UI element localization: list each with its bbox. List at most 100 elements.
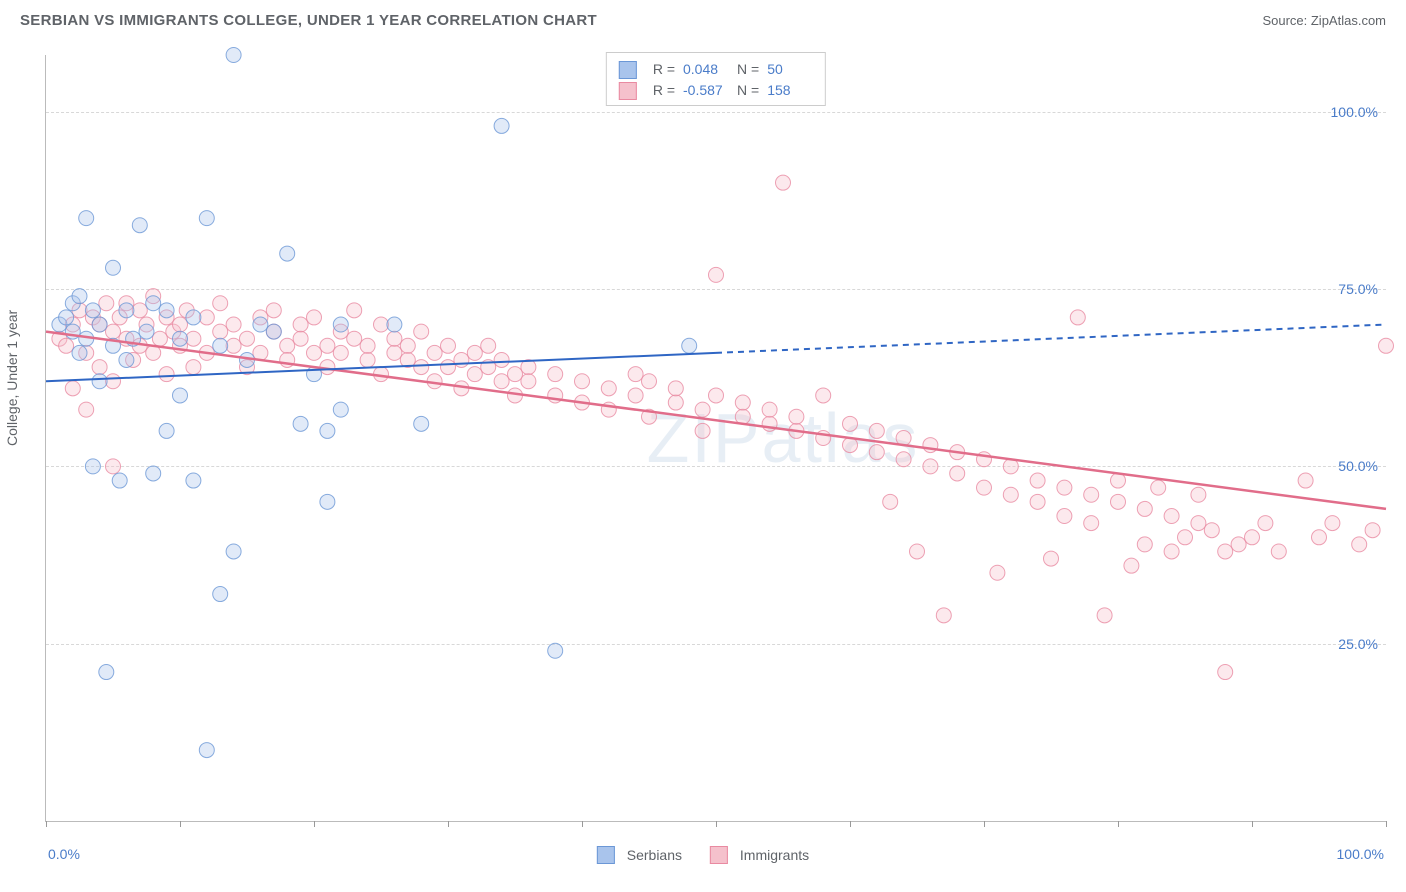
data-point [146, 296, 161, 311]
data-point [112, 473, 127, 488]
data-point [467, 345, 482, 360]
data-point [1030, 494, 1045, 509]
correlation-legend: R = 0.048 N = 50 R = -0.587 N = 158 [606, 52, 826, 106]
legend-row-serbian: R = 0.048 N = 50 [619, 59, 813, 80]
chart-area: ZIPatlas R = 0.048 N = 50 R = -0.587 N =… [45, 55, 1386, 822]
data-point [990, 565, 1005, 580]
data-point [99, 296, 114, 311]
data-point [1164, 544, 1179, 559]
data-point [213, 296, 228, 311]
data-point [293, 331, 308, 346]
data-point [132, 218, 147, 233]
data-point [199, 743, 214, 758]
data-point [92, 317, 107, 332]
swatch-immigrants-icon [710, 846, 728, 864]
data-point [186, 331, 201, 346]
data-point [186, 360, 201, 375]
data-point [1245, 530, 1260, 545]
source-label: Source: ZipAtlas.com [1262, 13, 1386, 28]
data-point [682, 338, 697, 353]
x-tick [180, 821, 181, 827]
data-point [186, 473, 201, 488]
data-point [910, 544, 925, 559]
data-point [59, 338, 74, 353]
swatch-immigrants-icon [619, 82, 637, 100]
y-axis-label: College, Under 1 year [4, 310, 20, 446]
x-tick [1386, 821, 1387, 827]
data-point [333, 317, 348, 332]
x-tick [1252, 821, 1253, 827]
legend-label-serbian: Serbians [627, 847, 682, 863]
data-point [709, 388, 724, 403]
data-point [1191, 487, 1206, 502]
data-point [387, 317, 402, 332]
data-point [119, 352, 134, 367]
data-point [240, 331, 255, 346]
data-point [293, 317, 308, 332]
data-point [789, 409, 804, 424]
data-point [896, 452, 911, 467]
data-point [414, 416, 429, 431]
data-point [1044, 551, 1059, 566]
data-point [59, 310, 74, 325]
trend-line [46, 332, 1386, 509]
data-point [213, 338, 228, 353]
data-point [1137, 537, 1152, 552]
data-point [414, 360, 429, 375]
data-point [1151, 480, 1166, 495]
n-prefix: N = [737, 59, 759, 80]
data-point [1057, 480, 1072, 495]
scatter-plot [46, 55, 1386, 821]
x-tick [46, 821, 47, 827]
data-point [1325, 516, 1340, 531]
data-point [79, 402, 94, 417]
serbian-n-value: 50 [767, 59, 813, 80]
data-point [213, 587, 228, 602]
data-point [454, 352, 469, 367]
data-point [1030, 473, 1045, 488]
data-point [441, 338, 456, 353]
data-point [1352, 537, 1367, 552]
legend-item-immigrants: Immigrants [710, 846, 809, 864]
data-point [628, 388, 643, 403]
x-tick [314, 821, 315, 827]
data-point [467, 367, 482, 382]
data-point [226, 317, 241, 332]
serbian-r-value: 0.048 [683, 59, 729, 80]
data-point [1218, 544, 1233, 559]
data-point [776, 175, 791, 190]
data-point [508, 367, 523, 382]
data-point [883, 494, 898, 509]
data-point [695, 423, 710, 438]
n-prefix: N = [737, 80, 759, 101]
data-point [869, 423, 884, 438]
data-point [333, 345, 348, 360]
data-point [72, 289, 87, 304]
data-point [307, 310, 322, 325]
data-point [441, 360, 456, 375]
data-point [494, 374, 509, 389]
data-point [936, 608, 951, 623]
data-point [360, 352, 375, 367]
data-point [173, 388, 188, 403]
data-point [695, 402, 710, 417]
data-point [481, 338, 496, 353]
data-point [280, 338, 295, 353]
data-point [709, 267, 724, 282]
data-point [159, 423, 174, 438]
data-point [427, 345, 442, 360]
data-point [1057, 509, 1072, 524]
data-point [293, 416, 308, 431]
data-point [307, 345, 322, 360]
data-point [85, 303, 100, 318]
data-point [735, 395, 750, 410]
swatch-serbian-icon [619, 61, 637, 79]
data-point [1084, 516, 1099, 531]
series-legend: Serbians Immigrants [597, 846, 809, 864]
data-point [146, 466, 161, 481]
swatch-serbian-icon [597, 846, 615, 864]
x-tick [1118, 821, 1119, 827]
data-point [548, 367, 563, 382]
data-point [199, 211, 214, 226]
data-point [1111, 494, 1126, 509]
